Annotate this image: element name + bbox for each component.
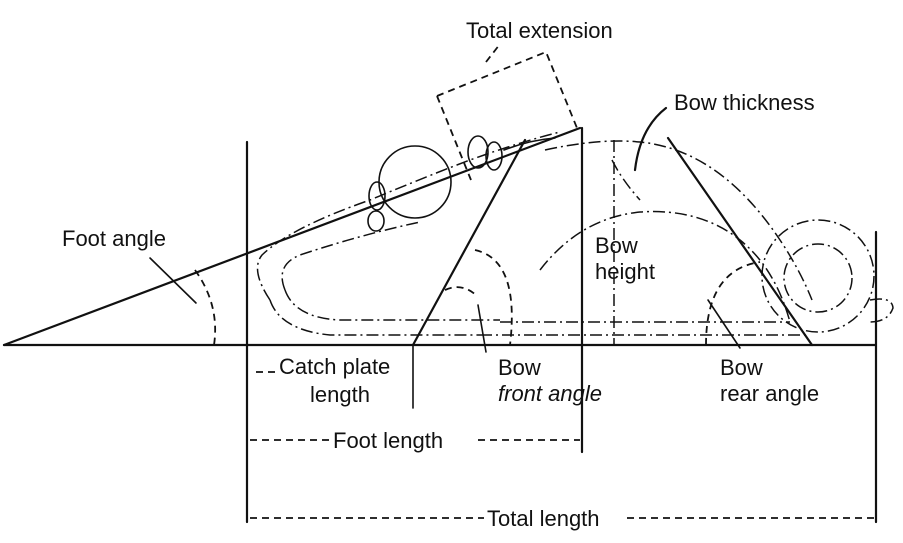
bow-rear-label-line2: rear angle: [720, 381, 819, 406]
bow-height-label-line2: height: [595, 259, 655, 284]
foot-length-label: Foot length: [333, 428, 443, 453]
catch-plate-label-line2: length: [310, 382, 370, 407]
foot-knob: [378, 145, 452, 219]
foot-angle-label: Foot angle: [62, 226, 166, 251]
bow-front-label-line2: front angle: [498, 381, 602, 406]
total-length-label: Total length: [487, 506, 600, 531]
spring-coil-outer: [761, 219, 875, 333]
bow-rear-leader: [707, 299, 741, 349]
bow-rear-line: [666, 136, 814, 347]
bow-rear-arc: [705, 261, 761, 346]
total-extension-label: Total extension: [466, 18, 613, 43]
foot-angle-leader: [149, 257, 197, 304]
bow-front-arc: [474, 249, 513, 346]
catch-plate-label-line1: Catch plate: [279, 354, 390, 379]
foot-angle-arc: [194, 269, 217, 346]
total-extension-box: [436, 50, 578, 129]
bow-height-label-line1: Bow: [595, 233, 638, 258]
bow-front-label-line1: Bow: [498, 355, 541, 380]
bow-rear-label-line1: Bow: [720, 355, 763, 380]
bow-thickness-leader: [633, 106, 668, 172]
bow-front-leader: [477, 304, 487, 353]
bow-front-line: [411, 138, 527, 347]
bow-thickness-label: Bow thickness: [674, 90, 815, 115]
spring-coil-inner: [783, 243, 853, 313]
brooch-foot-lower: [269, 299, 480, 336]
brooch-bow-outer: [544, 140, 813, 301]
total-extension-leader: [485, 43, 501, 63]
brooch-bow-inner: [539, 210, 791, 323]
